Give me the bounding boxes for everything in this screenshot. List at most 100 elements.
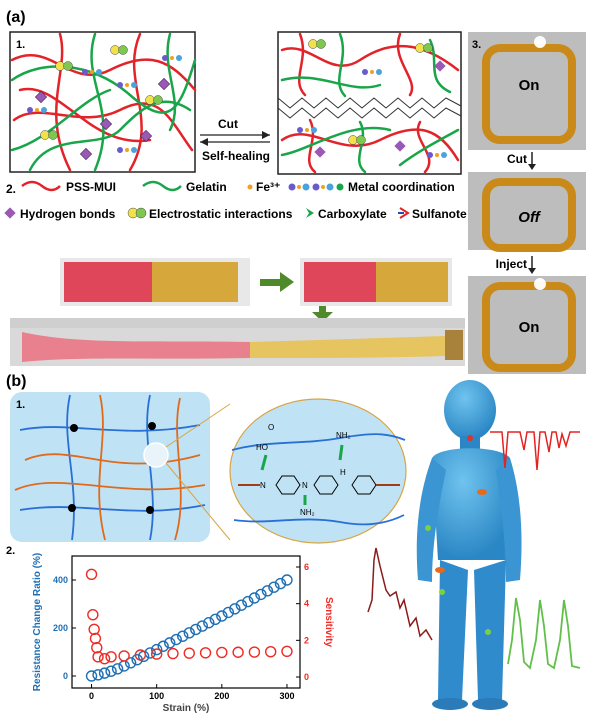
pss-legend-swatch [21,180,61,192]
x-tick-label: 300 [279,691,294,701]
y-tick-label: 400 [53,575,68,585]
sensitivity-point [134,649,147,661]
resistance-point [209,613,222,626]
y2-tick-label: 4 [304,599,309,609]
human-figure [416,380,522,710]
resistance-point [261,585,274,597]
circuit-off-label: Off [518,209,541,226]
chem-nh2-top: NH₂ [336,431,351,440]
chem-n2: N [302,481,308,490]
chem-h: H [340,468,346,477]
sensitivity-point [199,647,212,659]
hydrogel-photo-stretched [10,318,465,366]
resistance-point [190,623,202,636]
sensitivity-point [183,647,195,659]
circuit-inject-label: Inject [496,257,527,271]
panel-b-label: (b) [6,373,26,390]
sensitivity-point [87,608,99,621]
electro-legend-swatch [127,207,147,219]
sensitivity-point [88,623,100,636]
legend-row-2: Hydrogen bonds Electrostatic interaction… [4,207,467,221]
sub-label-b2: 2. [6,545,15,557]
gelatin-legend-label: Gelatin [186,180,227,194]
y2-tick-label: 6 [304,562,309,572]
resistance-point [222,606,235,619]
circuit-on-label-1: On [519,77,540,94]
signal-trace-darkred [367,547,433,641]
resistance-point [274,577,287,590]
gelatin-legend-swatch [142,180,182,192]
metal-legend-swatch [288,183,344,191]
sensitivity-point [89,632,102,645]
hydrogel-photo-before [60,258,250,306]
hbond-legend-label: Hydrogen bonds [20,207,116,221]
resistance-point [196,620,208,632]
x-tick-label: 100 [149,691,164,701]
chem-ho: HO [256,443,268,452]
sulfanote-legend-swatch [399,207,410,219]
resistance-point [111,663,124,675]
sensitivity-point [118,650,130,662]
sensitivity-point [91,641,103,654]
sensitivity-point [105,651,117,663]
sub-label-a2: 2. [6,182,16,196]
chem-o: O [268,423,274,432]
resistance-point [177,630,189,642]
resistance-point [235,599,248,611]
y-tick-label: 0 [63,671,68,681]
sensitivity-point [167,647,179,660]
circuit-panel: 3. On Cut Off Inject On [468,32,586,374]
sensitivity-point [232,646,244,658]
resistance-point [98,667,111,679]
circuit-on-label-2: On [519,319,540,336]
y2-tick-label: 0 [304,672,309,682]
resistance-point [170,633,182,646]
y-tick-label: 200 [53,623,68,633]
resistance-point [203,617,215,629]
resistance-point [183,627,195,639]
resistance-point [268,581,280,593]
network-box-right [277,31,462,175]
chart-frame [71,555,301,689]
signal-trace-green [507,597,581,670]
sensitivity-point [85,568,98,581]
cut-heal-arrows: Cut Self-healing [200,117,270,163]
panel-a-label: (a) [6,9,26,26]
carboxylate-legend-swatch [306,208,314,218]
green-arrow-down [312,306,333,322]
fe-legend-label: Fe³⁺ [256,180,280,194]
sensitivity-point [150,648,163,660]
resistance-point [255,588,267,601]
cut-label: Cut [218,117,238,131]
self-healing-label: Self-healing [202,149,270,163]
hbond-legend-swatch [4,207,16,219]
resistance-point [248,592,261,604]
resistance-point [85,670,98,682]
resistance-point [242,595,254,608]
sub-label-b1: 1. [16,399,25,411]
y2-axis-label: Sensitivity [323,597,334,647]
green-arrow-right [260,272,294,292]
resistance-point [157,640,169,652]
fe-legend-swatch [247,184,253,190]
network-box-left: 1. [9,31,197,173]
chemical-structure-zoom: O HO NH₂ NH₂ N N H [229,398,407,544]
resistance-point [164,637,176,649]
y2-tick-label: 2 [304,635,309,645]
resistance-point [105,665,117,677]
sensitivity-point [216,646,228,659]
circuit-cut-label: Cut [507,152,527,166]
x-tick-label: 0 [89,691,94,701]
pss-legend-label: PSS-MUI [66,180,116,194]
network-schematic: 1. [10,392,231,542]
chem-n1: N [260,481,266,490]
sub-label-a3: 3. [472,39,481,51]
chem-nh2-bottom: NH₂ [300,508,315,517]
x-axis-label: Strain (%) [163,703,210,714]
legend-row-1: 2. PSS-MUI Gelatin Fe³⁺ Metal coordinati… [6,180,455,196]
sensitivity-point [98,652,111,665]
resistance-point [150,643,163,656]
resistance-point [92,669,104,681]
sensitivity-point [264,646,277,658]
electro-legend-label: Electrostatic interactions [149,207,293,221]
